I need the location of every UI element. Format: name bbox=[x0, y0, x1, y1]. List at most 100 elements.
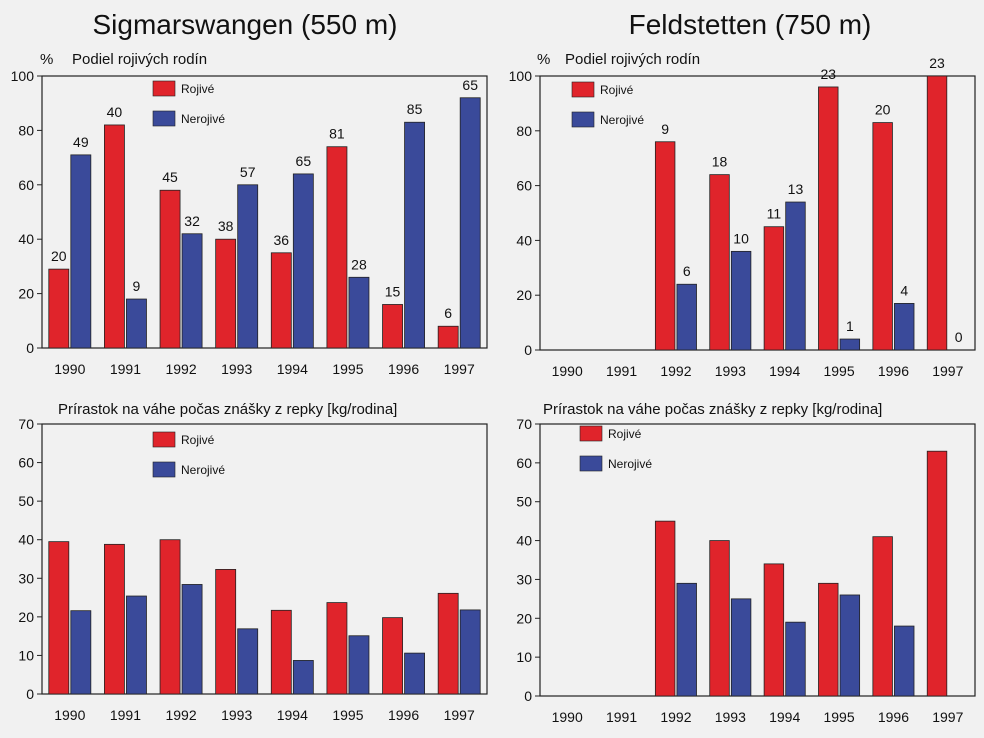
bar-non-swarming bbox=[785, 201, 806, 351]
data-label: 11 bbox=[767, 206, 782, 222]
bar-swarming bbox=[437, 592, 459, 695]
bar-swarming bbox=[818, 86, 839, 351]
legend-swatch bbox=[579, 455, 603, 472]
bar-non-swarming bbox=[237, 628, 259, 695]
x-tick-label: 1996 bbox=[388, 707, 419, 723]
data-label: 28 bbox=[351, 256, 367, 272]
y-unit-label: % bbox=[537, 51, 550, 68]
data-label: 18 bbox=[712, 154, 728, 170]
y-tick-label: 60 bbox=[516, 455, 532, 471]
bar-swarming bbox=[270, 252, 292, 349]
bar-swarming bbox=[159, 539, 181, 695]
y-tick-label: 40 bbox=[516, 232, 532, 248]
x-tick-label: 1992 bbox=[660, 709, 691, 725]
y-tick-label: 60 bbox=[516, 178, 532, 194]
data-label: 38 bbox=[218, 218, 234, 234]
bar-swarming bbox=[270, 609, 292, 695]
x-tick-label: 1997 bbox=[932, 709, 963, 725]
legend-label: Nerojivé bbox=[608, 457, 652, 471]
legend-swatch bbox=[571, 111, 595, 128]
bar-non-swarming bbox=[348, 276, 370, 349]
y-tick-label: 0 bbox=[524, 342, 532, 358]
bar-non-swarming bbox=[181, 584, 203, 695]
data-label: 49 bbox=[73, 134, 89, 150]
x-tick-label: 1992 bbox=[660, 363, 691, 379]
bar-swarming bbox=[763, 563, 785, 697]
chart-title: Podiel rojivých rodín bbox=[565, 51, 700, 68]
y-tick-label: 20 bbox=[18, 609, 34, 625]
x-tick-label: 1992 bbox=[165, 707, 196, 723]
bar-swarming bbox=[215, 238, 237, 349]
bar-swarming bbox=[654, 520, 676, 697]
x-tick-label: 1994 bbox=[277, 707, 308, 723]
bar-swarming bbox=[763, 226, 785, 351]
bar-non-swarming bbox=[292, 660, 314, 695]
bar-non-swarming bbox=[404, 652, 425, 695]
x-tick-label: 1996 bbox=[878, 709, 909, 725]
bar-non-swarming bbox=[730, 250, 752, 351]
x-tick-label: 1993 bbox=[221, 707, 252, 723]
chart-title: Podiel rojivých rodín bbox=[72, 51, 207, 68]
bar-swarming bbox=[48, 268, 70, 349]
plot-frame bbox=[539, 75, 976, 351]
plot-frame bbox=[41, 423, 488, 695]
data-label: 1 bbox=[846, 318, 854, 334]
bar-non-swarming bbox=[839, 594, 861, 697]
bar-chart: Prírastok na váhe počas znášky z repky [… bbox=[516, 401, 976, 725]
bar-swarming bbox=[654, 141, 676, 351]
bar-swarming bbox=[326, 146, 348, 349]
bar-swarming bbox=[437, 325, 459, 349]
bar-non-swarming bbox=[181, 233, 203, 349]
data-label: 81 bbox=[329, 126, 345, 142]
y-tick-label: 20 bbox=[18, 286, 34, 302]
y-tick-label: 30 bbox=[516, 571, 532, 587]
bar-swarming bbox=[872, 122, 893, 351]
bar-non-swarming bbox=[785, 621, 806, 697]
data-label: 40 bbox=[107, 104, 123, 120]
y-tick-label: 30 bbox=[18, 570, 34, 586]
data-label: 45 bbox=[162, 169, 178, 185]
data-label: 15 bbox=[385, 283, 401, 299]
bar-chart: Prírastok na váhe počas znášky z repky [… bbox=[18, 401, 488, 723]
x-tick-label: 1994 bbox=[277, 361, 308, 377]
y-tick-label: 40 bbox=[516, 533, 532, 549]
bar-swarming bbox=[382, 304, 403, 349]
data-label: 23 bbox=[929, 55, 945, 71]
legend-swatch bbox=[571, 81, 595, 98]
bar-non-swarming bbox=[459, 609, 481, 695]
x-tick-label: 1995 bbox=[823, 709, 854, 725]
bar-non-swarming bbox=[404, 121, 425, 349]
y-tick-label: 70 bbox=[516, 416, 532, 432]
bar-swarming bbox=[215, 569, 237, 695]
bar-swarming bbox=[382, 617, 403, 695]
bar-swarming bbox=[709, 174, 730, 351]
y-tick-label: 100 bbox=[11, 68, 35, 84]
bar-swarming bbox=[104, 124, 125, 349]
bar-non-swarming bbox=[348, 635, 370, 695]
x-tick-label: 1995 bbox=[332, 361, 363, 377]
data-label: 10 bbox=[733, 230, 749, 246]
y-tick-label: 0 bbox=[26, 686, 34, 702]
x-tick-label: 1990 bbox=[54, 361, 85, 377]
x-tick-label: 1990 bbox=[552, 363, 583, 379]
bar-non-swarming bbox=[70, 154, 92, 349]
bar-swarming bbox=[926, 450, 948, 697]
y-tick-label: 10 bbox=[516, 649, 532, 665]
data-label: 0 bbox=[955, 329, 963, 345]
data-label: 6 bbox=[683, 263, 691, 279]
legend-label: Rojivé bbox=[181, 433, 215, 447]
data-label: 23 bbox=[820, 66, 836, 82]
bar-non-swarming bbox=[894, 303, 915, 351]
bar-chart: Podiel rojivých rodín% 0 20 40 60 80 100 1990 20… bbox=[11, 51, 488, 377]
data-label: 32 bbox=[184, 213, 200, 229]
data-label: 20 bbox=[875, 102, 891, 118]
y-tick-label: 10 bbox=[18, 647, 34, 663]
bar-non-swarming bbox=[839, 338, 861, 351]
x-tick-label: 1991 bbox=[606, 363, 637, 379]
y-tick-label: 20 bbox=[516, 287, 532, 303]
bar-swarming bbox=[818, 582, 839, 697]
legend-label: Nerojivé bbox=[181, 463, 225, 477]
